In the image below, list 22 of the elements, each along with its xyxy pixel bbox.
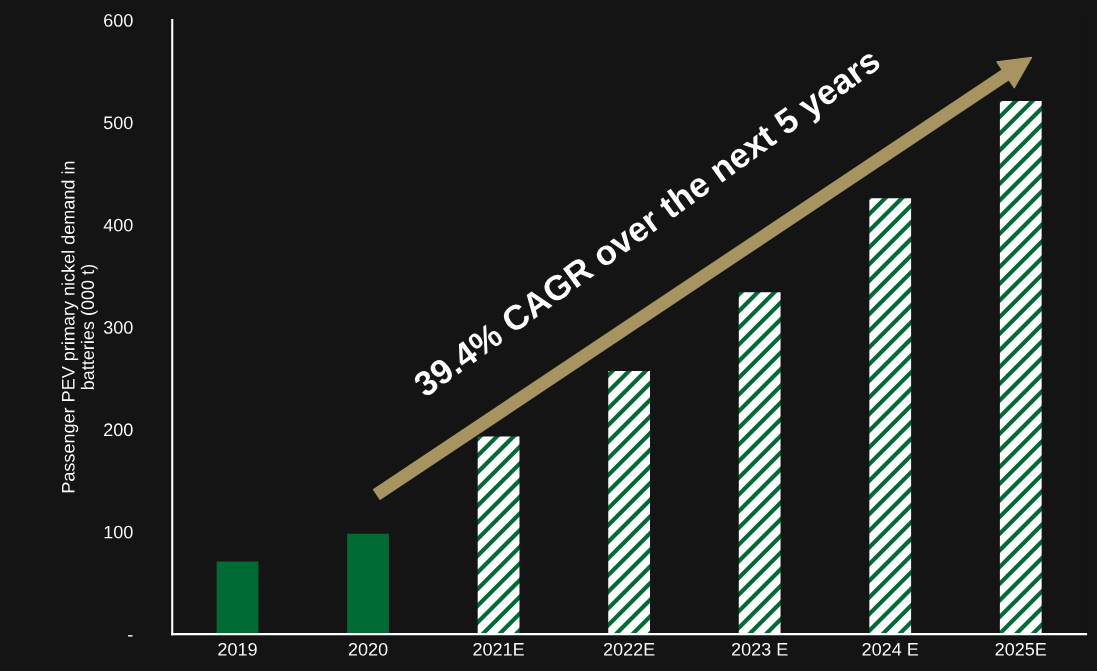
y-tick-label: 600 <box>104 14 133 27</box>
bar <box>999 100 1042 635</box>
x-tick-label: 2022E <box>603 642 655 656</box>
y-tick-label: 200 <box>104 423 133 437</box>
x-tick-label: 2024 E <box>862 642 919 656</box>
y-tick-label: 400 <box>103 218 133 232</box>
bar <box>216 561 259 635</box>
x-tick-label: 2019 <box>218 642 257 656</box>
bar <box>869 198 912 635</box>
x-tick-label: 2023 E <box>731 642 788 656</box>
bar <box>608 371 651 635</box>
bar <box>738 292 781 635</box>
x-tick-label: 2021E <box>473 642 524 656</box>
y-axis-title: Passenger PEV primary nickel demand in batteries (000 t) <box>61 161 98 493</box>
y-tick-label: 500 <box>103 116 133 130</box>
x-tick-label: 2020 <box>348 642 388 656</box>
y-tick-label: - <box>128 635 133 637</box>
bar <box>347 533 389 635</box>
y-tick-label: 300 <box>103 321 133 334</box>
x-tick-label: 2025E <box>995 642 1047 656</box>
bar <box>477 436 520 635</box>
y-tick-label: 100 <box>104 525 133 539</box>
